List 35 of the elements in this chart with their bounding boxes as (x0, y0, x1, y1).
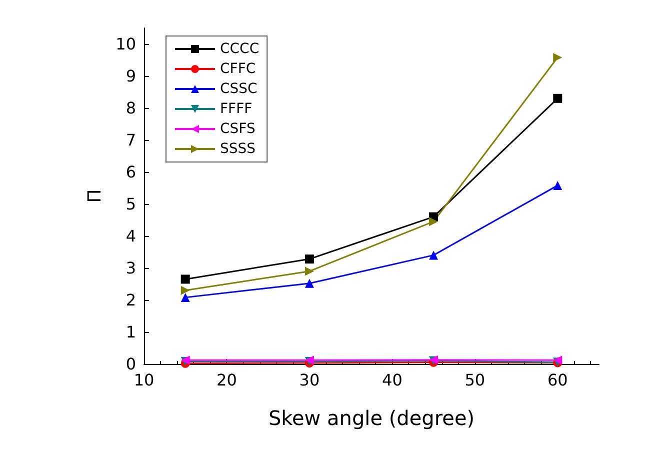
y-tick-label: 9 (126, 66, 136, 86)
y-tick-label: 10 (116, 34, 136, 54)
point (180, 292, 190, 302)
x-tick-label: 40 (382, 370, 402, 390)
y-tick-label: 8 (126, 98, 136, 118)
legend-label: CSSC (220, 81, 258, 97)
point (304, 278, 314, 288)
point (180, 274, 190, 284)
y-tick-label: 5 (126, 194, 136, 214)
legend-label: CFFC (220, 61, 256, 77)
y-tick-label: 1 (126, 322, 136, 342)
x-tick-label: 60 (547, 370, 568, 390)
point (180, 286, 190, 295)
point (429, 217, 438, 226)
point (553, 94, 562, 103)
point (553, 52, 562, 62)
legend-label: CCCC (220, 41, 260, 57)
y-tick-label: 7 (126, 130, 136, 150)
point (553, 180, 562, 190)
y-tick-label: 4 (126, 226, 136, 246)
x-tick-label: 30 (299, 370, 320, 390)
y-tick-label: 2 (126, 290, 136, 310)
y-axis-title: Π (84, 189, 106, 203)
legend-label: FFFF (220, 101, 252, 117)
x-tick-label: 50 (464, 370, 486, 390)
point (304, 254, 314, 264)
y-tick-label: 6 (126, 162, 136, 182)
point (429, 250, 438, 260)
x-axis-title: Skew angle (degree) (268, 406, 475, 430)
legend-label: SSSS (220, 141, 256, 157)
x-tick-label: 20 (216, 370, 237, 390)
y-tick-label: 0 (126, 354, 136, 374)
point (304, 266, 314, 276)
legend-label: CSFS (220, 121, 256, 137)
y-tick-label: 3 (126, 258, 136, 278)
